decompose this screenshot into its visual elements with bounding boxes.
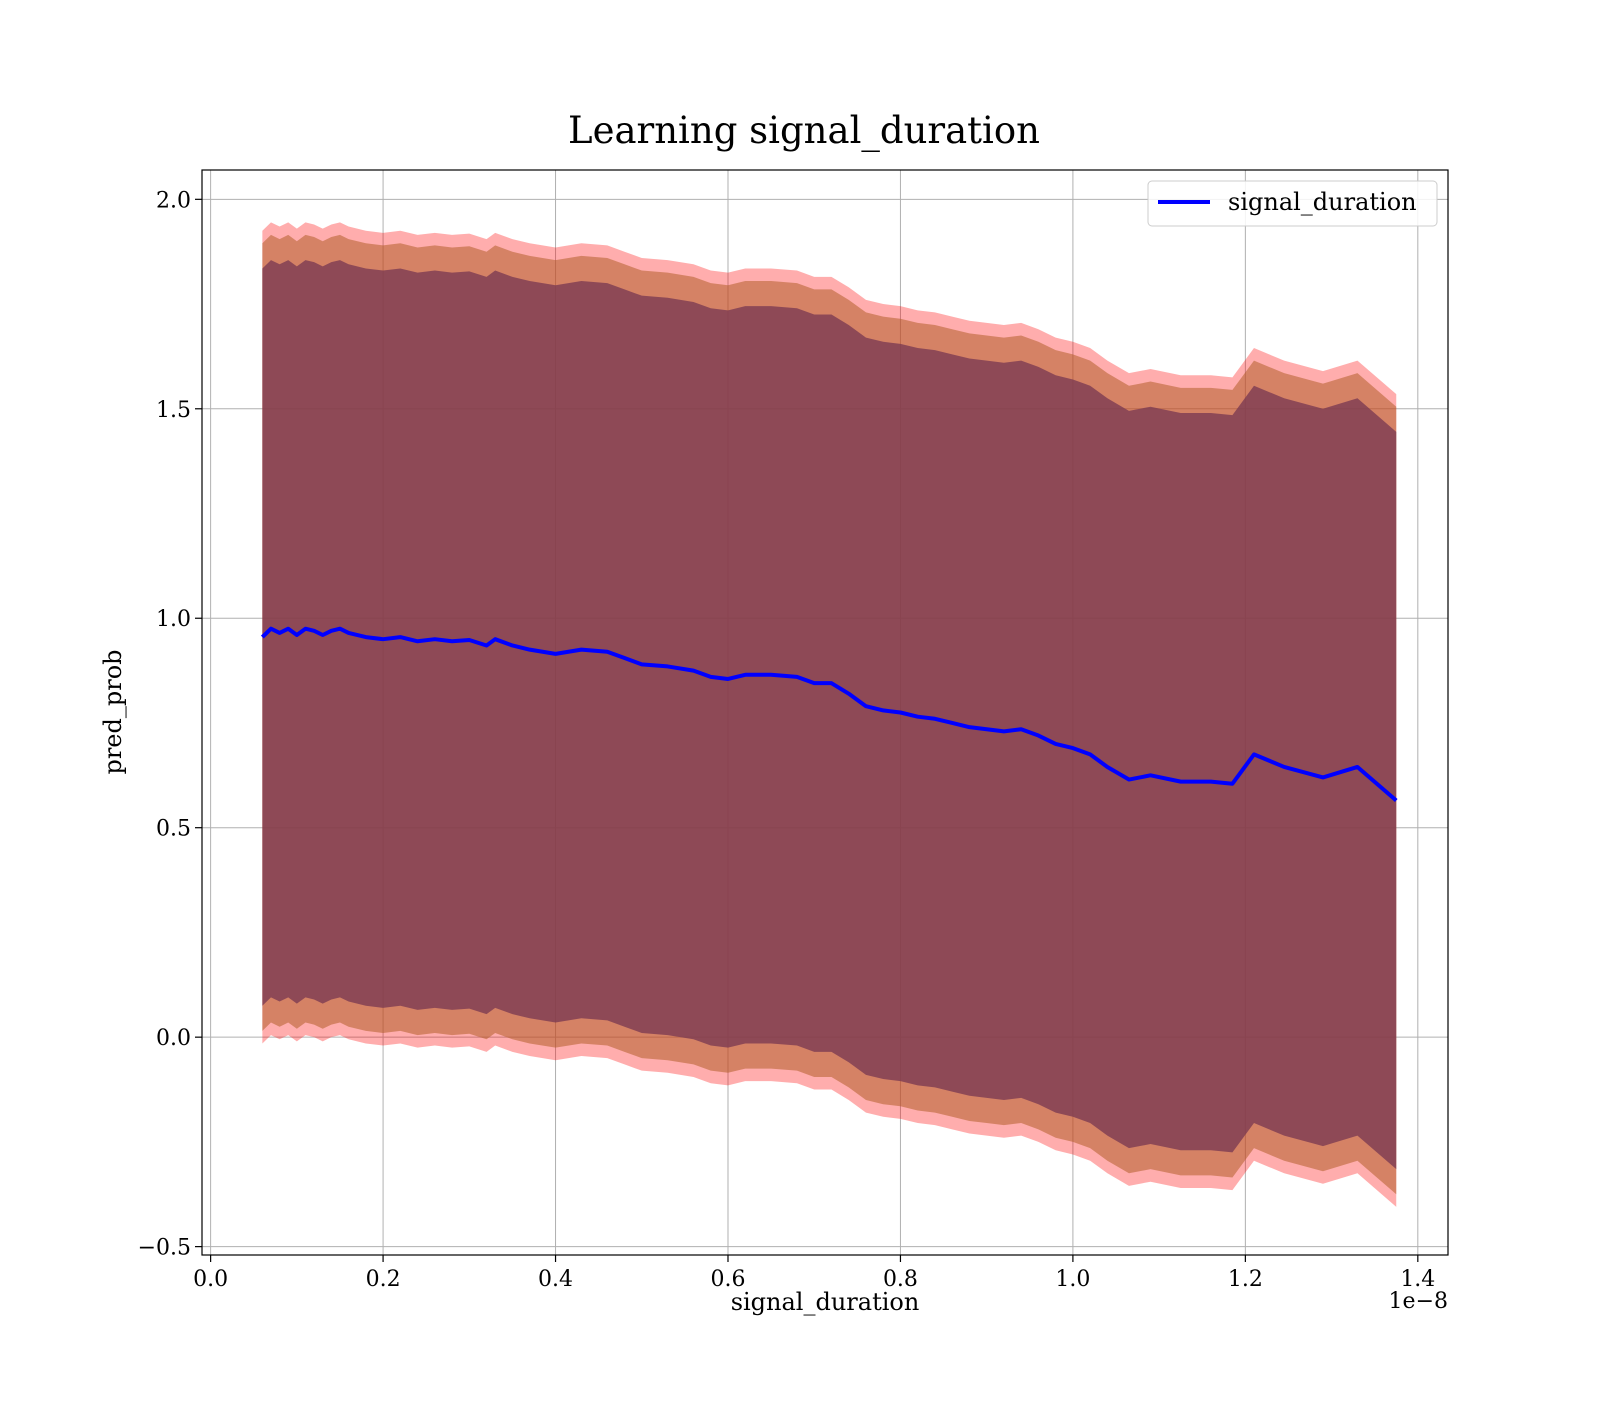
series-lines [260, 626, 1398, 802]
x-tick-label: 0.0 [193, 1267, 228, 1292]
x-tick-label: 0.6 [710, 1267, 745, 1292]
confidence-bands [262, 222, 1397, 1207]
legend-box [1147, 180, 1438, 227]
x-tick-label: 0.2 [366, 1267, 401, 1292]
y-tick-label: 1.0 [156, 607, 191, 632]
legend: signal_duration [1147, 180, 1438, 227]
x-axis-ticks: 0.0 0.2 0.4 0.6 0.8 1.0 1.2 1.4 [193, 1255, 1435, 1292]
x-tick-label: 0.4 [538, 1267, 573, 1292]
x-tick-label: 1.0 [1055, 1267, 1090, 1292]
x-tick-label: 1.2 [1228, 1267, 1263, 1292]
plot-frame [201, 169, 1449, 1256]
y-tick-label: 2.0 [156, 188, 191, 213]
x-tick-label: 1.4 [1400, 1267, 1435, 1292]
y-axis-ticks: −0.5 0.0 0.5 1.0 1.5 2.0 [138, 188, 202, 1261]
series-line-signal-duration [260, 626, 1398, 802]
y-tick-label: −0.5 [138, 1236, 191, 1261]
legend-label: signal_duration [1228, 188, 1417, 216]
y-tick-label: 0.0 [156, 1026, 191, 1051]
y-axis-label: pred_prob [99, 649, 127, 774]
x-axis-label: signal_duration [731, 1288, 920, 1316]
x-axis-offset-label: 1e−8 [1389, 1289, 1448, 1314]
inner-confidence-band [262, 260, 1397, 1170]
y-tick-label: 1.5 [156, 398, 191, 423]
x-tick-label: 0.8 [883, 1267, 918, 1292]
y-tick-label: 0.5 [156, 817, 191, 842]
chart-title: Learning signal_duration [568, 109, 1040, 153]
